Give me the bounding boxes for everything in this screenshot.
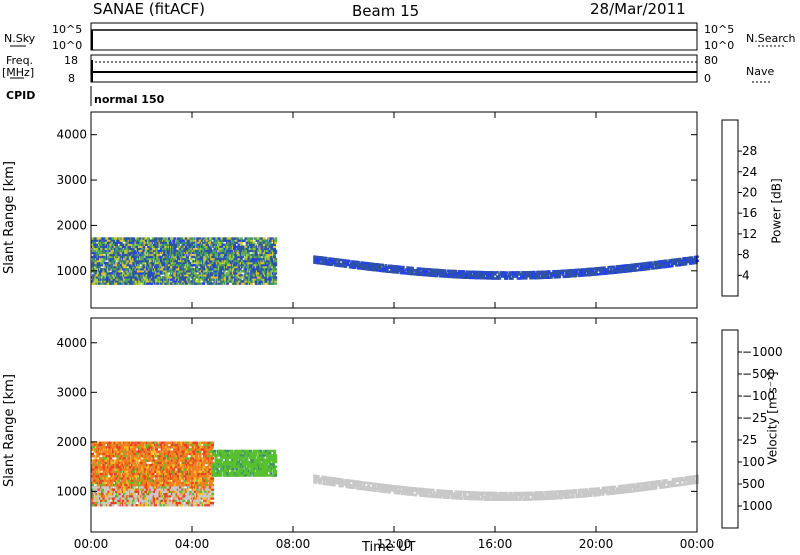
colorbar-tick-label: 1000 xyxy=(742,499,773,513)
y-tick-label: 3000 xyxy=(56,173,87,187)
velocity-ylabel: Slant Range [km] xyxy=(3,374,16,487)
x-tick-label: 00:00 xyxy=(680,537,715,551)
time-xlabel: Time UT xyxy=(362,541,415,554)
echo-band-0 xyxy=(91,442,214,507)
y-tick-label: 2000 xyxy=(56,435,87,449)
colorbar-tick-label: 28 xyxy=(742,144,757,158)
y-tick-label: 2000 xyxy=(56,218,87,232)
velocity-colorbar-label: Velocity [m s⁻¹] xyxy=(767,371,779,464)
colorbar-tick-label: 20 xyxy=(742,185,757,199)
y-tick-label: 1000 xyxy=(56,484,87,498)
colorbar-tick-label: −1000 xyxy=(742,345,783,359)
power-ylabel: Slant Range [km] xyxy=(3,161,16,274)
colorbar-power: 4 8 12 16 20 24 28 xyxy=(722,120,757,296)
colorbar-tick-label: 100 xyxy=(742,455,765,469)
x-tick-label: 16:00 xyxy=(478,537,513,551)
colorbar-tick-label: 12 xyxy=(742,227,757,241)
colorbar-frame xyxy=(722,330,738,528)
colorbar-tick-label: −25 xyxy=(742,411,767,425)
x-tick-label: 20:00 xyxy=(579,537,614,551)
colorbar-frame xyxy=(722,120,738,296)
x-tick-label: 04:00 xyxy=(175,537,210,551)
x-tick-label: 00:00 xyxy=(74,537,109,551)
echo-band-1 xyxy=(212,450,277,477)
y-tick-label: 4000 xyxy=(56,128,87,142)
y-tick-label: 4000 xyxy=(56,336,87,350)
nsky-strip xyxy=(91,23,697,50)
colorbar-tick-label: 24 xyxy=(742,165,757,179)
colorbar-tick-label: 500 xyxy=(742,477,765,491)
colorbar-tick-label: 8 xyxy=(742,248,750,262)
colorbar-tick-label: 16 xyxy=(742,206,757,220)
panel-power: 1000 2000 3000 4000 xyxy=(56,112,698,308)
y-tick-label: 3000 xyxy=(56,385,87,399)
y-tick-label: 1000 xyxy=(56,264,87,278)
echo-band-0 xyxy=(91,237,277,284)
echo-band-1 xyxy=(313,255,699,279)
power-colorbar-label: Power [dB] xyxy=(771,178,783,243)
colorbar-tick-label: 25 xyxy=(742,433,757,447)
colorbar-tick-label: 4 xyxy=(742,268,750,282)
x-tick-label: 08:00 xyxy=(276,537,311,551)
freq-strip xyxy=(91,55,697,82)
echo-band-2 xyxy=(313,475,699,502)
